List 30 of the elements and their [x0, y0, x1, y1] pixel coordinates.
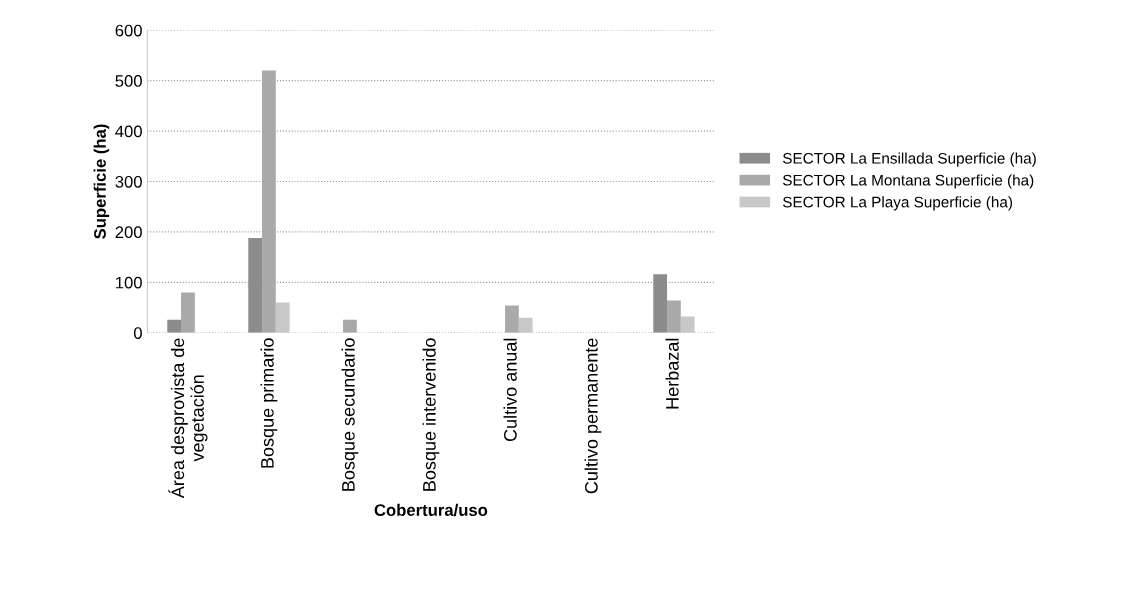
x-tick-label: Herbazal [665, 338, 679, 409]
legend-label: SECTOR La Ensillada Superficie (ha) [782, 152, 1036, 167]
y-tick-label: 0 [133, 327, 142, 339]
y-tick-label: 100 [116, 276, 142, 289]
bar [343, 319, 357, 333]
legend-label: SECTOR La Montana Superficie (ha) [782, 174, 1034, 189]
x-tick-label: Bosque primario [260, 338, 278, 468]
bar [167, 319, 182, 333]
legend-label: SECTOR La Playa Superficie (ha) [782, 196, 1013, 211]
bar [505, 305, 519, 333]
y-tick-label: 200 [115, 226, 142, 239]
bar [275, 302, 290, 333]
y-tick-label: 400 [115, 125, 142, 138]
x-tick-label: Bosque intervenido [422, 338, 440, 491]
x-tick-label: Bosque secundario [341, 338, 359, 491]
bar [653, 274, 668, 333]
x-axis-title: Cobertura/uso [374, 503, 488, 517]
y-tick-label: 600 [115, 24, 142, 37]
x-tick-label: Cultivo anual [503, 338, 517, 442]
bar [680, 316, 695, 333]
bar [248, 237, 263, 333]
bar [518, 317, 533, 333]
x-tick-label: Cultivo permanente [584, 338, 602, 494]
bar [262, 70, 276, 333]
bar [181, 292, 195, 333]
bar [667, 300, 681, 333]
x-tick-label: Área desprovista de vegetación [168, 338, 208, 499]
y-tick-label: 500 [115, 75, 142, 87]
y-tick-label: 300 [115, 175, 142, 188]
y-axis-title: Superficie (ha) [93, 124, 110, 239]
